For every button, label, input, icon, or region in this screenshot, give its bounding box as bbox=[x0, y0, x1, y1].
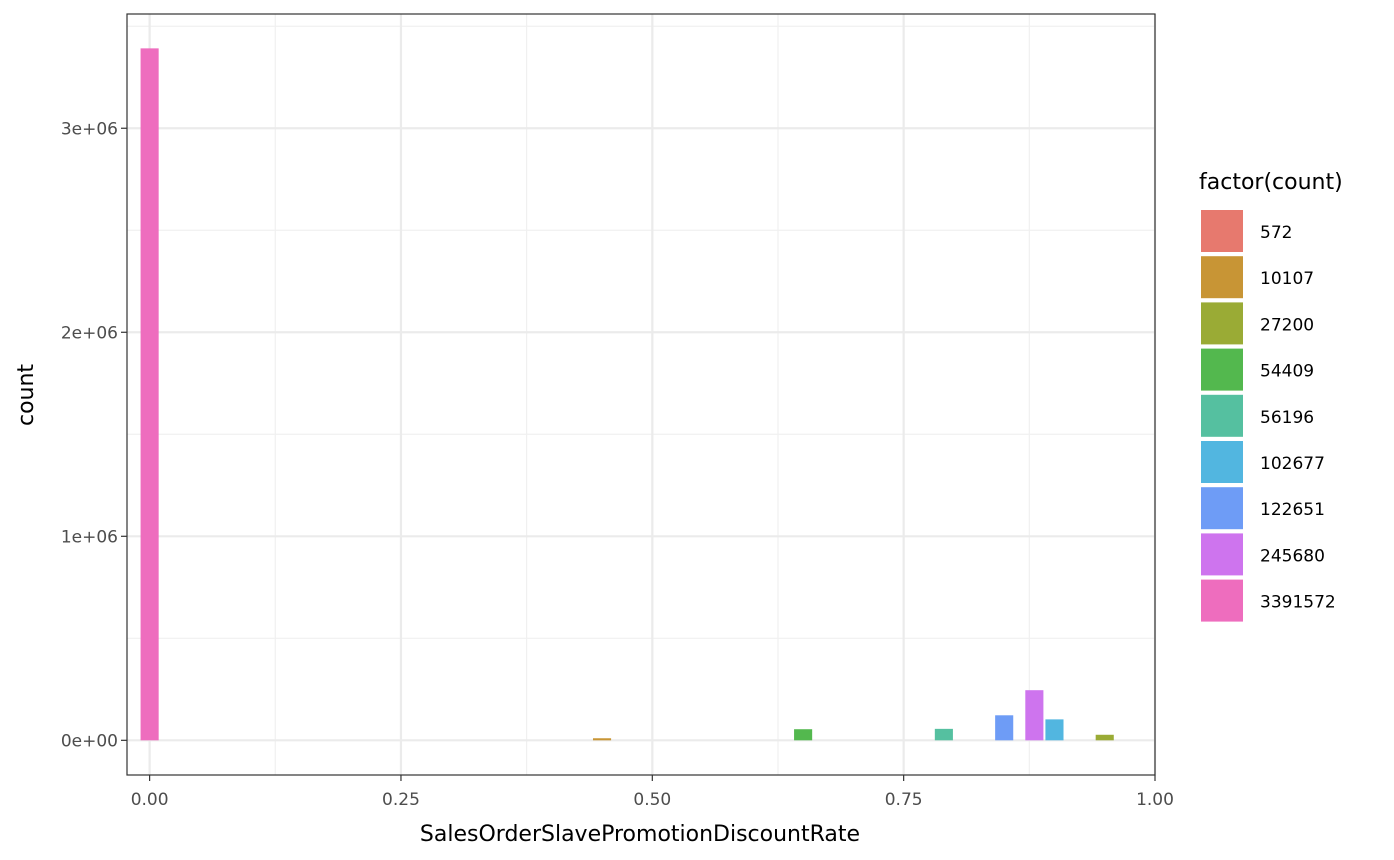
minor-gridlines bbox=[127, 14, 1155, 775]
major-gridlines bbox=[127, 14, 1157, 775]
bar bbox=[995, 715, 1014, 741]
legend-swatch bbox=[1201, 487, 1243, 530]
legend-swatch bbox=[1201, 210, 1243, 252]
legend-swatch bbox=[1201, 348, 1243, 391]
legend-swatch bbox=[1201, 302, 1243, 345]
y-axis: 0e+00 1e+06 2e+06 3e+06 bbox=[61, 119, 127, 751]
x-tick-label: 0.75 bbox=[885, 790, 923, 810]
bar bbox=[934, 728, 953, 741]
x-axis: 0.00 0.25 0.50 0.75 1.00 bbox=[131, 775, 1174, 810]
legend: factor(count) 572 10107 27200 54409 56196 102… bbox=[1199, 170, 1343, 622]
legend-label: 102677 bbox=[1260, 454, 1325, 474]
x-tick-label: 0.25 bbox=[382, 790, 420, 810]
legend-label: 56196 bbox=[1260, 408, 1314, 428]
legend-label: 10107 bbox=[1260, 269, 1314, 289]
y-tick-label: 0e+00 bbox=[61, 731, 118, 751]
x-tick-label: 1.00 bbox=[1136, 790, 1174, 810]
bar bbox=[1045, 719, 1064, 741]
legend-swatch bbox=[1201, 441, 1243, 483]
bar bbox=[592, 738, 612, 741]
bar bbox=[794, 729, 813, 741]
x-axis-title: SalesOrderSlavePromotionDiscountRate bbox=[420, 822, 860, 847]
legend-label: 572 bbox=[1260, 223, 1292, 243]
legend-swatch bbox=[1201, 394, 1243, 437]
y-tick-label: 3e+06 bbox=[61, 119, 118, 139]
legend-label: 245680 bbox=[1260, 546, 1325, 566]
x-tick-label: 0.50 bbox=[633, 790, 671, 810]
x-tick-label: 0.00 bbox=[131, 790, 169, 810]
legend-label: 54409 bbox=[1260, 362, 1314, 382]
y-tick-label: 1e+06 bbox=[61, 527, 118, 547]
legend-swatch bbox=[1201, 579, 1243, 622]
y-tick-label: 2e+06 bbox=[61, 323, 118, 343]
bar bbox=[1095, 734, 1114, 741]
bar bbox=[140, 48, 159, 741]
panel-border bbox=[126, 13, 1156, 776]
legend-swatch bbox=[1201, 256, 1243, 299]
legend-label: 27200 bbox=[1260, 315, 1314, 335]
legend-label: 3391572 bbox=[1260, 593, 1336, 613]
legend-title: factor(count) bbox=[1199, 170, 1343, 195]
y-axis-title: count bbox=[14, 364, 39, 426]
bars bbox=[140, 48, 1114, 741]
legend-label: 122651 bbox=[1260, 500, 1325, 520]
legend-swatch bbox=[1201, 533, 1243, 576]
bar bbox=[1025, 690, 1044, 741]
